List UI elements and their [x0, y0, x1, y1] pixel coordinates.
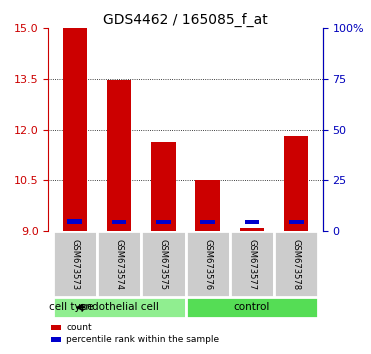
FancyBboxPatch shape [274, 231, 318, 297]
Text: control: control [234, 302, 270, 313]
Bar [240, 228, 264, 231]
Bar [244, 220, 259, 224]
Bar [284, 136, 308, 231]
FancyBboxPatch shape [53, 231, 97, 297]
FancyBboxPatch shape [97, 231, 141, 297]
Bar [200, 220, 215, 224]
Bar [112, 220, 127, 224]
Bar [196, 180, 220, 231]
Title: GDS4462 / 165085_f_at: GDS4462 / 165085_f_at [103, 13, 268, 27]
Text: endothelial cell: endothelial cell [79, 302, 159, 313]
FancyBboxPatch shape [141, 231, 186, 297]
Bar [68, 219, 82, 224]
Bar [156, 220, 171, 224]
FancyBboxPatch shape [53, 297, 185, 318]
Bar [289, 220, 303, 224]
Text: count: count [66, 323, 92, 332]
Bar [151, 143, 175, 231]
Text: percentile rank within the sample: percentile rank within the sample [66, 335, 219, 344]
FancyBboxPatch shape [230, 231, 274, 297]
Bar [63, 28, 87, 231]
Text: cell type: cell type [49, 302, 94, 313]
Text: GSM673577: GSM673577 [247, 239, 256, 290]
FancyBboxPatch shape [186, 231, 230, 297]
Bar [51, 325, 60, 330]
Text: GSM673576: GSM673576 [203, 239, 212, 290]
Bar [107, 80, 131, 231]
Bar [51, 337, 60, 342]
Text: GSM673575: GSM673575 [159, 239, 168, 290]
Text: GSM673574: GSM673574 [115, 239, 124, 290]
Text: GSM673578: GSM673578 [292, 239, 301, 290]
FancyBboxPatch shape [186, 297, 318, 318]
Text: GSM673573: GSM673573 [70, 239, 79, 290]
